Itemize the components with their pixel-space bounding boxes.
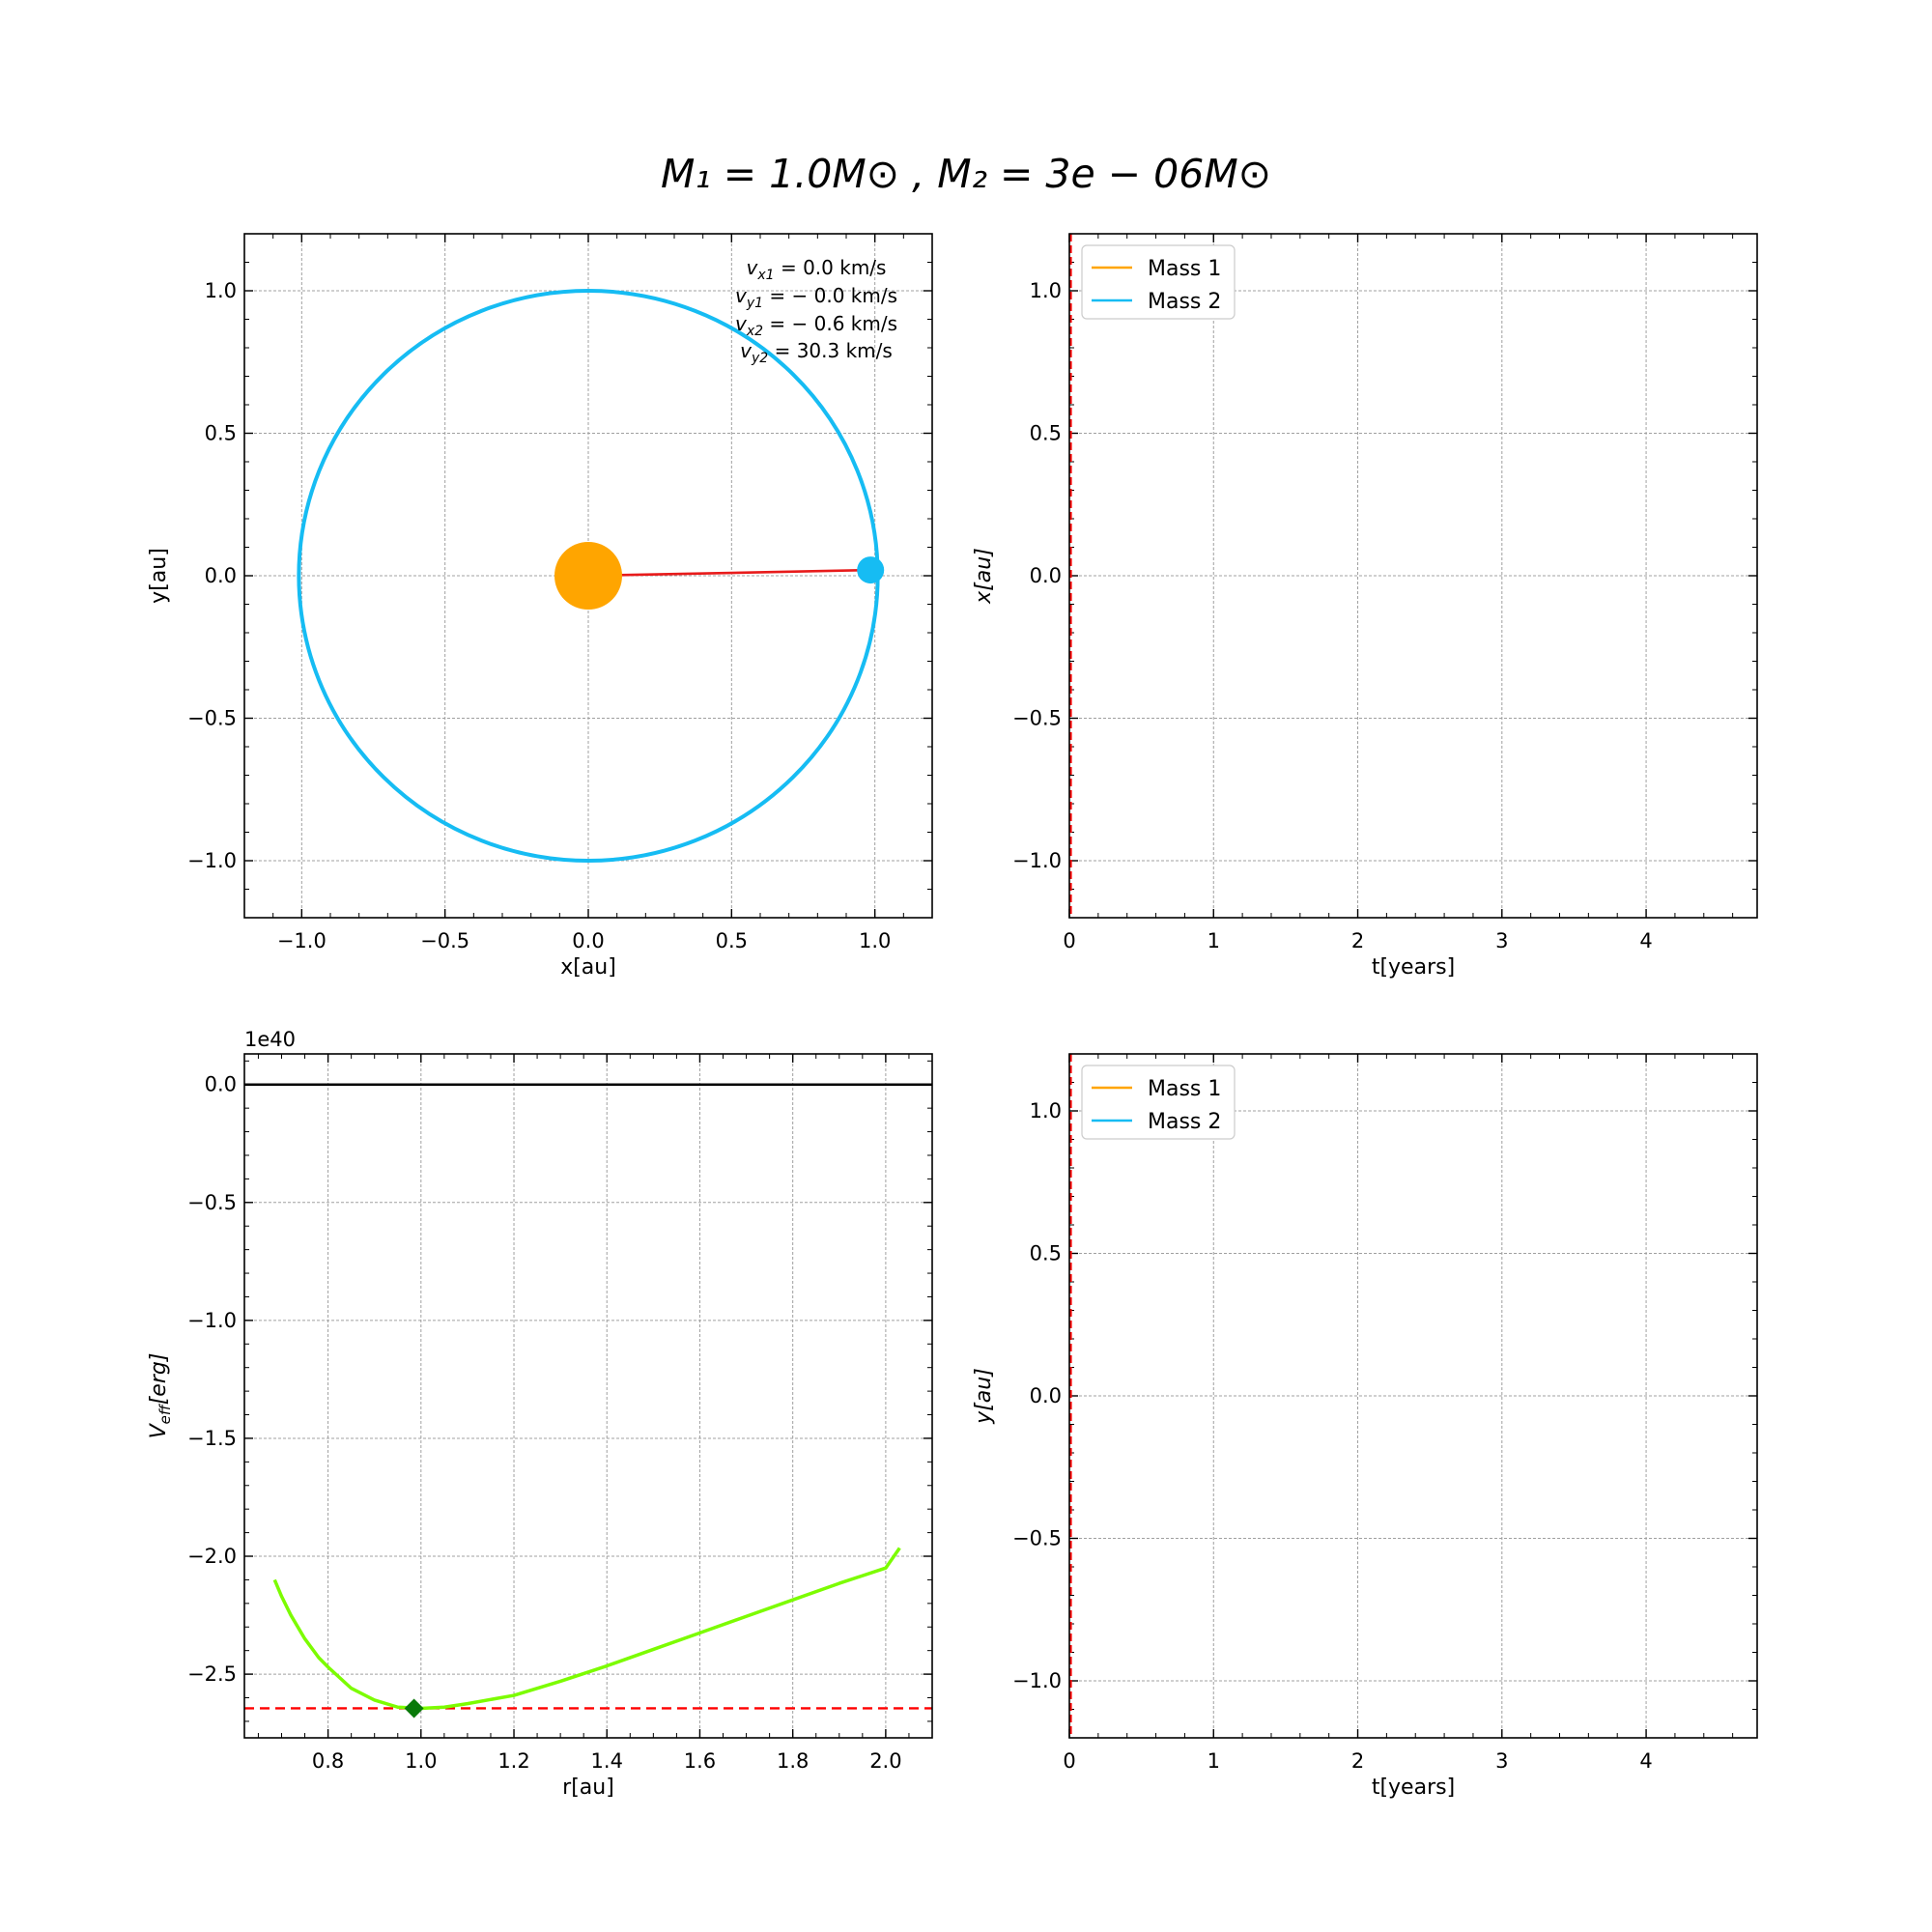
- y-tick-label: 0.5: [205, 422, 237, 445]
- y-tick-label: −0.5: [187, 1191, 237, 1214]
- velocity-subscript: x2: [746, 324, 763, 339]
- velocity-value: = − 0.0 km/s: [763, 284, 897, 307]
- effective-potential-panel: 0.8 1.0 1.2 1.4 1.6 1.8 2.0 0.0 −0.5 −1.0 −1.5 −2.0…: [147, 1028, 933, 1800]
- x-tick-label: 3: [1495, 1749, 1508, 1773]
- legend-label-mass2: Mass 2: [1148, 290, 1221, 314]
- x-tick-label: 0.0: [572, 929, 604, 952]
- current-radius-marker: [404, 1698, 424, 1719]
- plot-frame: [243, 233, 933, 919]
- velocity-value: = − 0.6 km/s: [763, 312, 897, 335]
- y-tick-label: 1.0: [1030, 1099, 1062, 1122]
- y-offset-label: 1e40: [244, 1028, 296, 1051]
- plot-frame: [1068, 1053, 1758, 1739]
- x-axis-label: r[au]: [562, 1776, 614, 1800]
- y-label-symbol: V: [147, 1422, 171, 1438]
- x-axis-label: t[years]: [1372, 955, 1455, 980]
- x-tick-label: 2: [1351, 1749, 1364, 1773]
- x-tick-label: 2: [1351, 929, 1364, 952]
- x-tick-label: 1.6: [684, 1749, 716, 1773]
- y-tick-label: 1.0: [1030, 279, 1062, 302]
- legend-label-mass2: Mass 2: [1148, 1110, 1221, 1134]
- separation-line: [587, 568, 871, 578]
- y-label-subscript: eff: [156, 1403, 174, 1424]
- plot-frame: [1068, 233, 1758, 919]
- legend-label-mass1: Mass 1: [1148, 257, 1221, 281]
- y-tick-label: 0.0: [205, 1073, 237, 1096]
- y-tick-label: 0.0: [1030, 564, 1062, 587]
- x-tick-label: 4: [1639, 1749, 1652, 1773]
- velocity-annotation: vy1 = − 0.0 km/s: [735, 284, 897, 311]
- y-tick-label: 0.5: [1030, 1242, 1062, 1265]
- mass1-marker: [554, 542, 622, 610]
- velocity-subscript: y1: [746, 296, 763, 311]
- y-tick-label: −0.5: [187, 707, 237, 730]
- y-tick-label: −2.0: [187, 1545, 237, 1568]
- y-label-unit: [erg]: [147, 1353, 171, 1406]
- effective-potential-curve: [272, 1547, 901, 1711]
- velocity-subscript: x1: [756, 268, 774, 283]
- velocity-annotation: vx2 = − 0.6 km/s: [735, 312, 897, 339]
- velocity-subscript: y2: [751, 351, 768, 366]
- x-tick-label: 1.4: [591, 1749, 623, 1773]
- plot-frame: [243, 1053, 933, 1739]
- y-tick-label: −1.0: [1012, 849, 1062, 872]
- y-tick-label: −1.0: [187, 1309, 237, 1332]
- y-axis-label: x[au]: [972, 548, 996, 605]
- x-tick-label: 0.5: [716, 929, 748, 952]
- y-tick-label: −1.0: [1012, 1669, 1062, 1692]
- y-tick-label: −0.5: [1012, 1527, 1062, 1550]
- y-axis-label: y[au]: [147, 548, 171, 604]
- orbit-panel: −1.0 −0.5 0.0 0.5 1.0 −1.0 −0.5 0.0 0.5 1.0 x[au] y…: [147, 233, 933, 980]
- y-tick-label: −2.5: [187, 1662, 237, 1686]
- velocity-symbol: v: [740, 339, 753, 362]
- x-tick-label: 1: [1208, 1749, 1220, 1773]
- x-axis-label: x[au]: [560, 955, 616, 980]
- x-tick-label: 1.0: [405, 1749, 437, 1773]
- x-tick-label: 3: [1495, 929, 1508, 952]
- x-vs-time-panel: 0 1 2 3 4 −1.0 −0.5 0.0 0.5 1.0 t[years] x[au] Mass …: [972, 233, 1758, 980]
- x-tick-label: 0.8: [312, 1749, 344, 1773]
- x-tick-label: 1: [1208, 929, 1220, 952]
- y-tick-label: −1.0: [187, 849, 237, 872]
- x-tick-label: −1.0: [277, 929, 327, 952]
- figure-title: M₁ = 1.0M⊙ , M₂ = 3e − 06M⊙: [661, 151, 1271, 197]
- x-tick-label: 0: [1063, 929, 1075, 952]
- x-axis-label: t[years]: [1372, 1776, 1455, 1800]
- y-tick-label: 0.5: [1030, 422, 1062, 445]
- velocity-value: = 30.3 km/s: [768, 339, 893, 362]
- velocity-annotation: vx1 = 0.0 km/s: [747, 256, 887, 283]
- x-tick-label: 0: [1063, 1749, 1075, 1773]
- y-vs-time-panel: 0 1 2 3 4 −1.0 −0.5 0.0 0.5 1.0 t[years] y[au] Mass …: [972, 1053, 1758, 1800]
- y-tick-label: 0.0: [205, 564, 237, 587]
- mass2-marker: [857, 556, 885, 584]
- x-tick-label: −0.5: [420, 929, 469, 952]
- x-tick-label: 1.0: [859, 929, 891, 952]
- velocity-annotation: vy2 = 30.3 km/s: [740, 339, 893, 366]
- y-tick-label: −0.5: [1012, 707, 1062, 730]
- velocity-value: = 0.0 km/s: [775, 256, 887, 279]
- plot-background: [244, 1054, 932, 1738]
- velocity-symbol: v: [735, 312, 748, 335]
- velocity-symbol: v: [747, 256, 759, 279]
- y-axis-label: y[au]: [972, 1368, 996, 1425]
- y-tick-label: −1.5: [187, 1427, 237, 1450]
- y-axis-label: Veff[erg]: [147, 1353, 174, 1439]
- x-tick-label: 2.0: [869, 1749, 901, 1773]
- y-tick-label: 0.0: [1030, 1384, 1062, 1407]
- x-tick-label: 4: [1639, 929, 1652, 952]
- x-tick-label: 1.8: [777, 1749, 809, 1773]
- x-tick-label: 1.2: [497, 1749, 529, 1773]
- y-tick-label: 1.0: [205, 279, 237, 302]
- legend-label-mass1: Mass 1: [1148, 1077, 1221, 1101]
- velocity-symbol: v: [735, 284, 748, 307]
